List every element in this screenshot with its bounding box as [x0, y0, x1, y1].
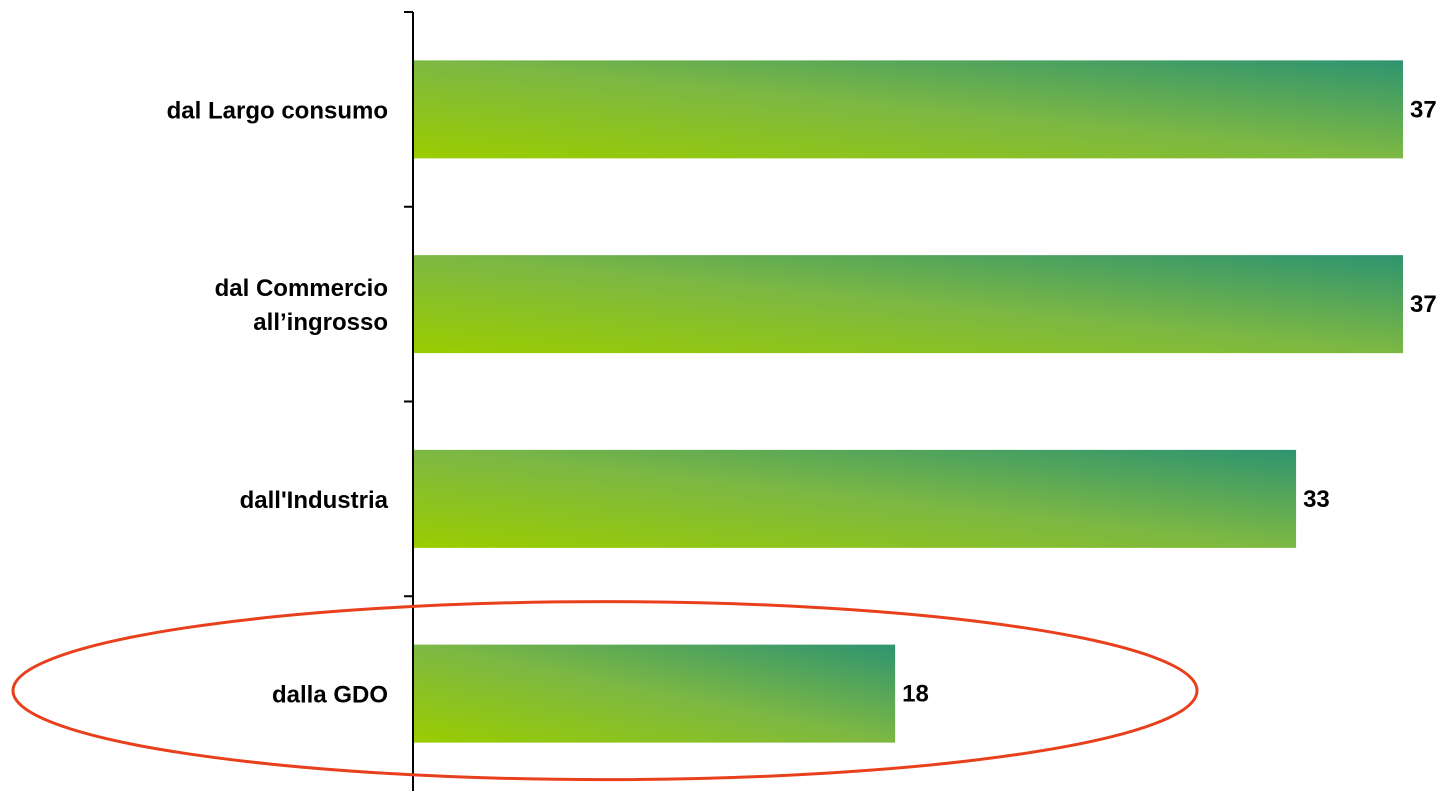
- category-label: dal Commercio: [215, 275, 388, 302]
- data-label: 33: [1303, 486, 1330, 513]
- data-label: 37: [1410, 291, 1437, 318]
- category-label: dall'Industria: [240, 487, 389, 514]
- bar: [414, 255, 1403, 354]
- data-label: 37: [1410, 96, 1437, 123]
- highlight-annotation: [11, 600, 1199, 782]
- bar: [414, 644, 896, 743]
- bar: [414, 60, 1403, 159]
- value-labels: 37 37 33 18: [902, 96, 1437, 707]
- category-label: dal Largo consumo: [167, 97, 388, 124]
- data-label: 18: [902, 681, 929, 708]
- bars-group: [414, 60, 1403, 743]
- category-label: dalla GDO: [272, 682, 388, 709]
- bar: [414, 449, 1297, 548]
- category-label: all’ingrosso: [253, 309, 388, 336]
- category-labels: dal Largo consumo dal Commercio all’ingros…: [167, 97, 389, 708]
- category-axis: [404, 11, 414, 791]
- highlight-ellipse: [11, 600, 1199, 782]
